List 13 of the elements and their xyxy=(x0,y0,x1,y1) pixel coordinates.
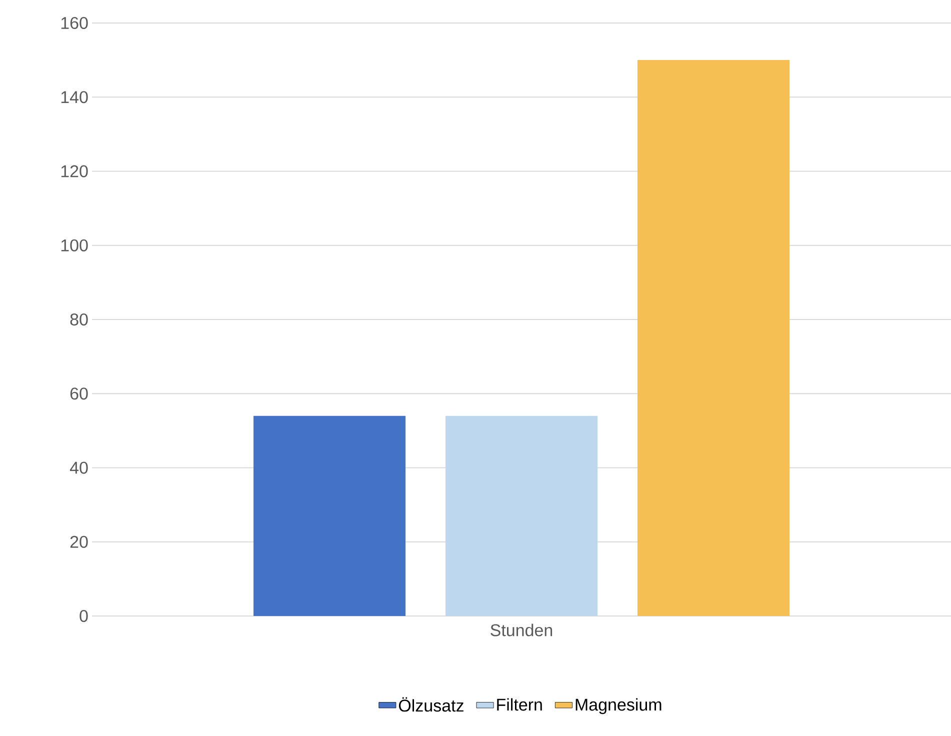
legend-label: Filtern xyxy=(497,698,542,711)
x-tick-label: Stunden xyxy=(490,624,552,636)
y-tick-label: 20 xyxy=(70,536,88,548)
y-tick-label: 60 xyxy=(70,388,88,400)
y-tick-label: 40 xyxy=(70,462,88,474)
legend-label: Magnesium xyxy=(576,698,662,714)
y-tick-label: 140 xyxy=(61,91,88,104)
y-tick-label: 0 xyxy=(80,610,88,622)
y-tick-label: 120 xyxy=(61,165,88,178)
y-tick-label: 160 xyxy=(61,16,88,30)
y-tick-label: 80 xyxy=(70,313,88,326)
y-tick-label: 100 xyxy=(61,239,88,252)
legend-label: Ölzusatz xyxy=(398,697,464,712)
